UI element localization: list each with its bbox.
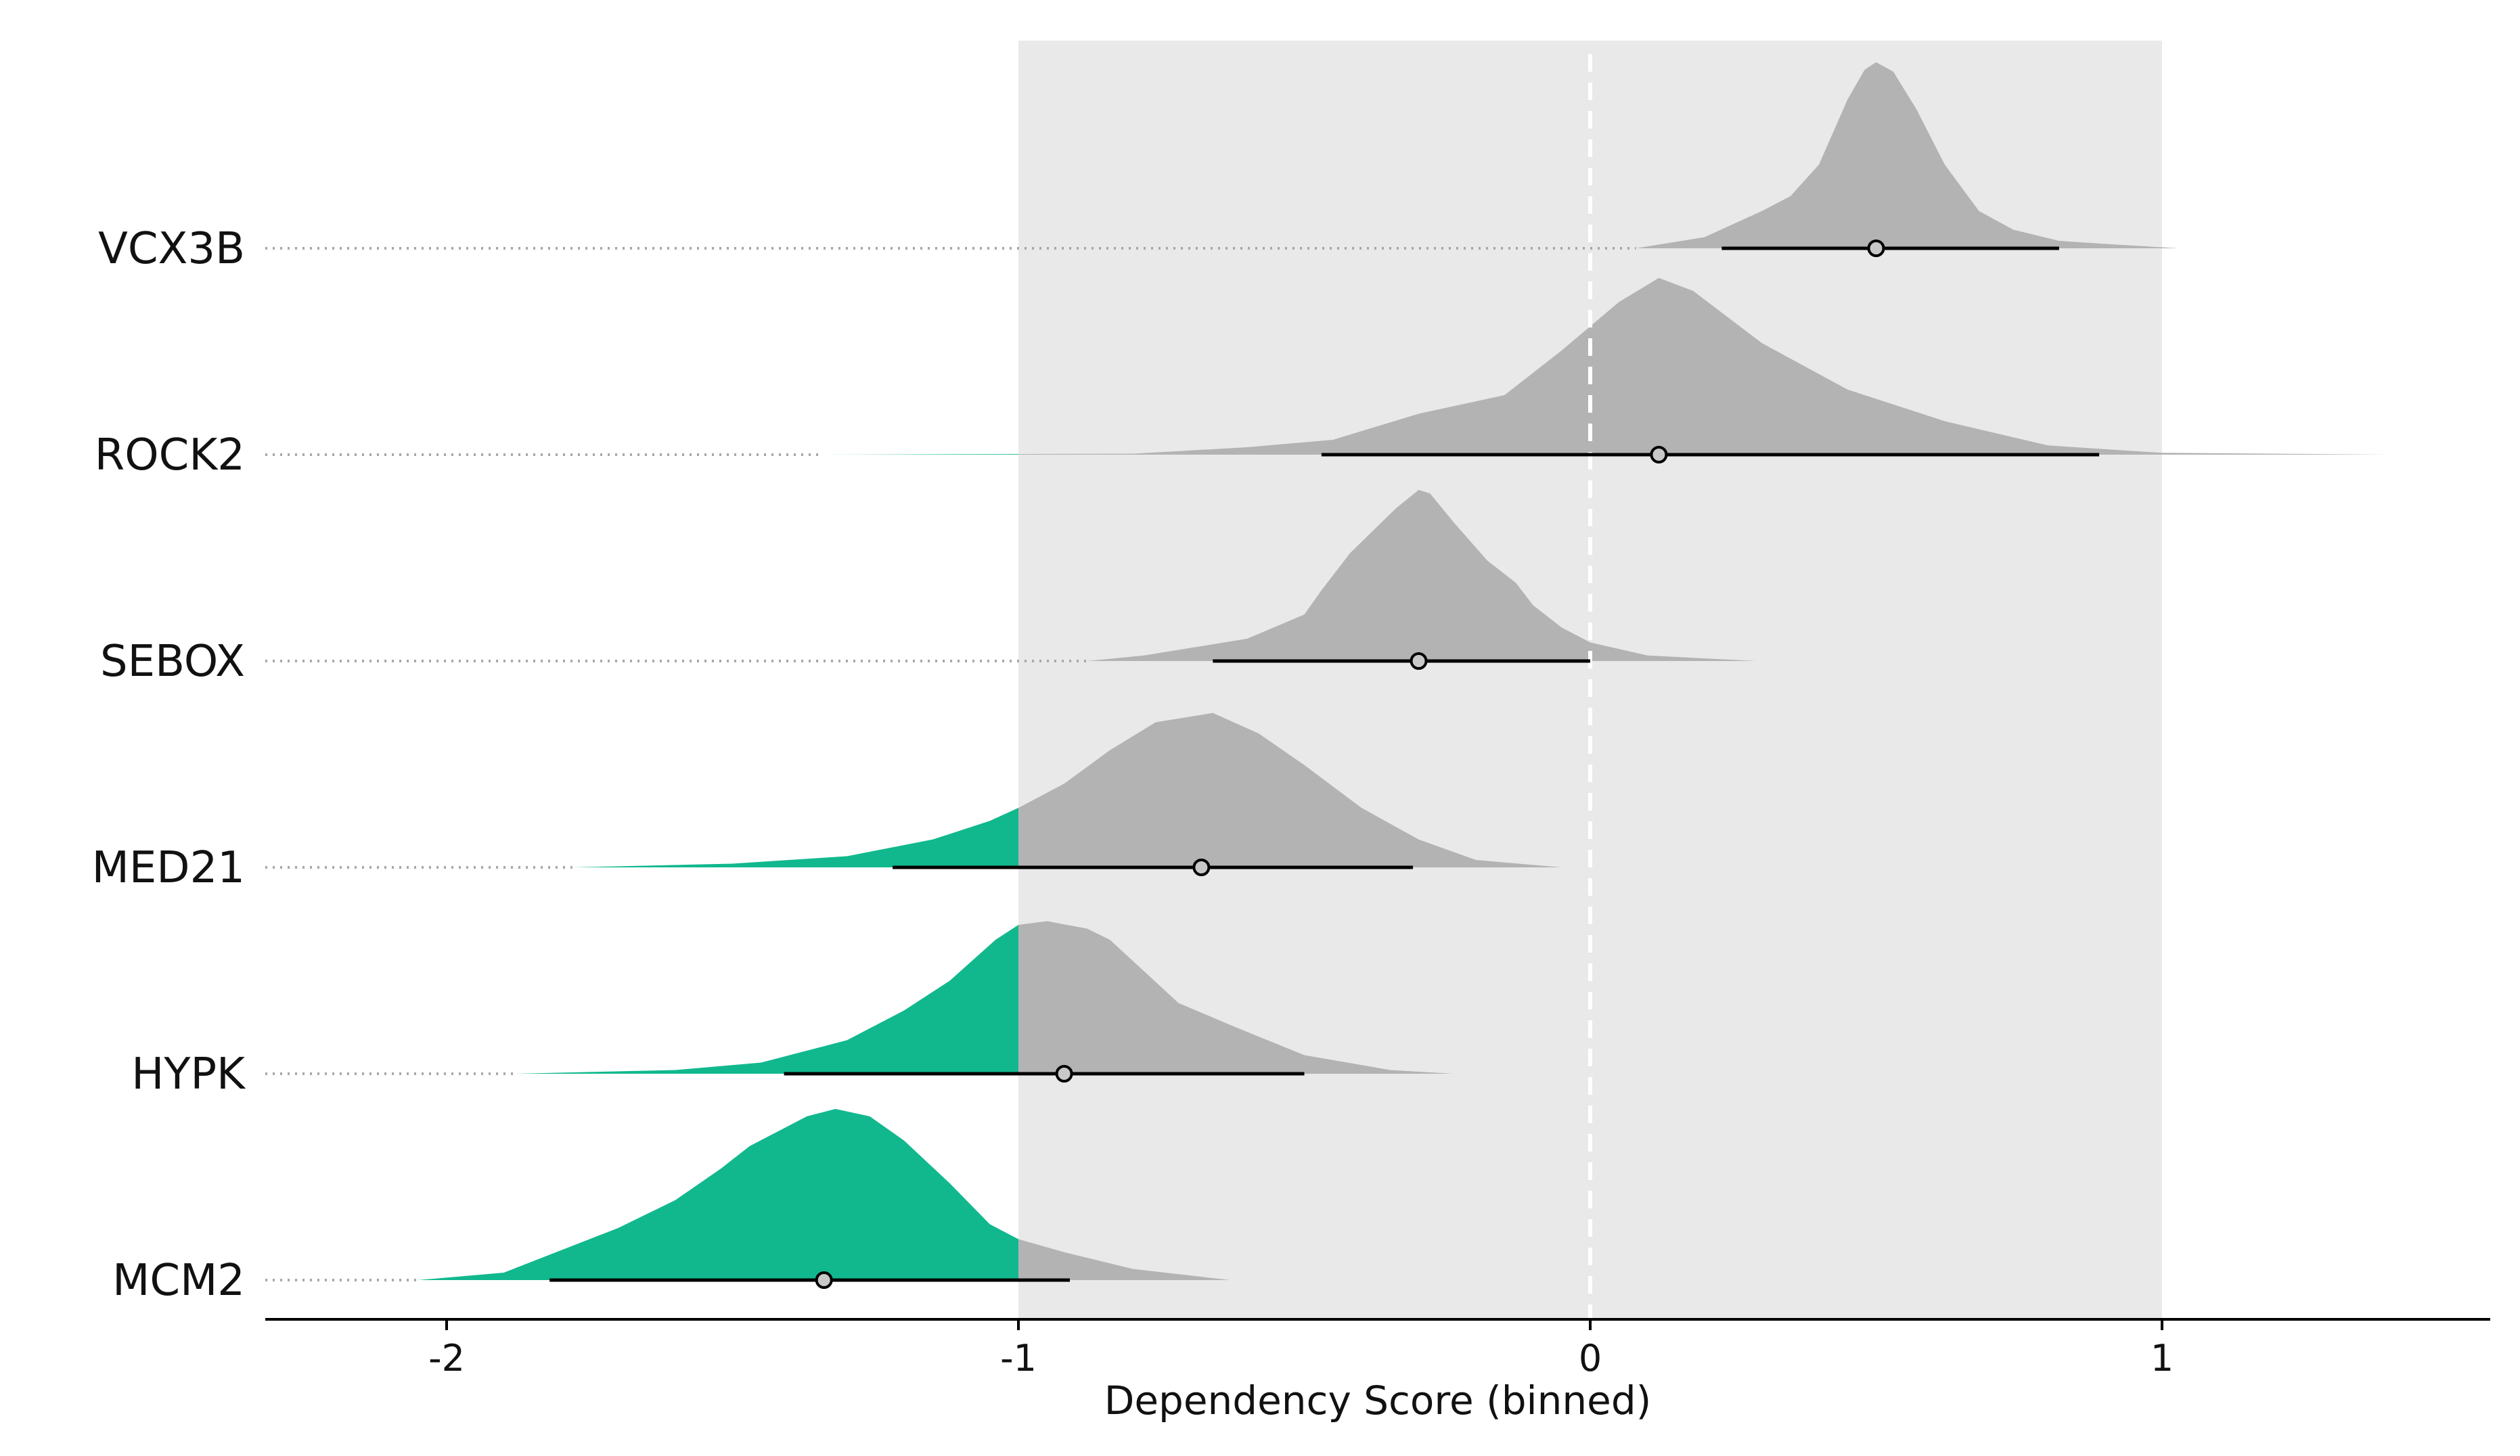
intervals-layer xyxy=(549,240,2100,1289)
gene-label-rock2: ROCK2 xyxy=(95,430,245,480)
median-point-mcm2 xyxy=(815,1271,833,1289)
median-point-med21 xyxy=(1192,859,1211,876)
density-neutral-rock2 xyxy=(1018,277,2391,455)
gene-labels: VCX3B ROCK2 SEBOX MED21 HYPK MCM2 xyxy=(92,224,246,1306)
x-axis-ticks: -2 -1 0 1 xyxy=(428,1319,2174,1380)
median-point-rock2 xyxy=(1650,446,1668,463)
density-neutral-sebox xyxy=(1087,490,1757,661)
density-neutral-med21 xyxy=(1018,712,1562,867)
density-neutral-hypk xyxy=(1018,921,1454,1074)
density-dependent-hypk xyxy=(515,925,1018,1074)
density-neutral-vcx3b xyxy=(1636,62,2180,248)
density-dependent-rock2 xyxy=(818,454,1018,455)
gene-label-mcm2: MCM2 xyxy=(112,1256,245,1306)
gene-label-med21: MED21 xyxy=(92,843,245,893)
density-neutral-mcm2 xyxy=(1018,1239,1230,1280)
median-point-sebox xyxy=(1410,652,1428,670)
x-tick-label: -2 xyxy=(428,1337,465,1380)
median-point-hypk xyxy=(1055,1065,1073,1083)
x-tick-label: 1 xyxy=(2151,1337,2174,1380)
density-dependent-mcm2 xyxy=(418,1109,1018,1280)
x-tick-label: -1 xyxy=(1000,1337,1037,1380)
median-point-vcx3b xyxy=(1867,240,1885,257)
gene-label-vcx3b: VCX3B xyxy=(98,224,245,274)
ridges-layer xyxy=(265,62,2391,1281)
gene-label-hypk: HYPK xyxy=(131,1049,246,1099)
x-tick-label: 0 xyxy=(1579,1337,1602,1380)
x-axis-title: Dependency Score (binned) xyxy=(1104,1378,1652,1424)
density-dependent-med21 xyxy=(572,808,1018,867)
gene-label-sebox: SEBOX xyxy=(100,637,245,687)
